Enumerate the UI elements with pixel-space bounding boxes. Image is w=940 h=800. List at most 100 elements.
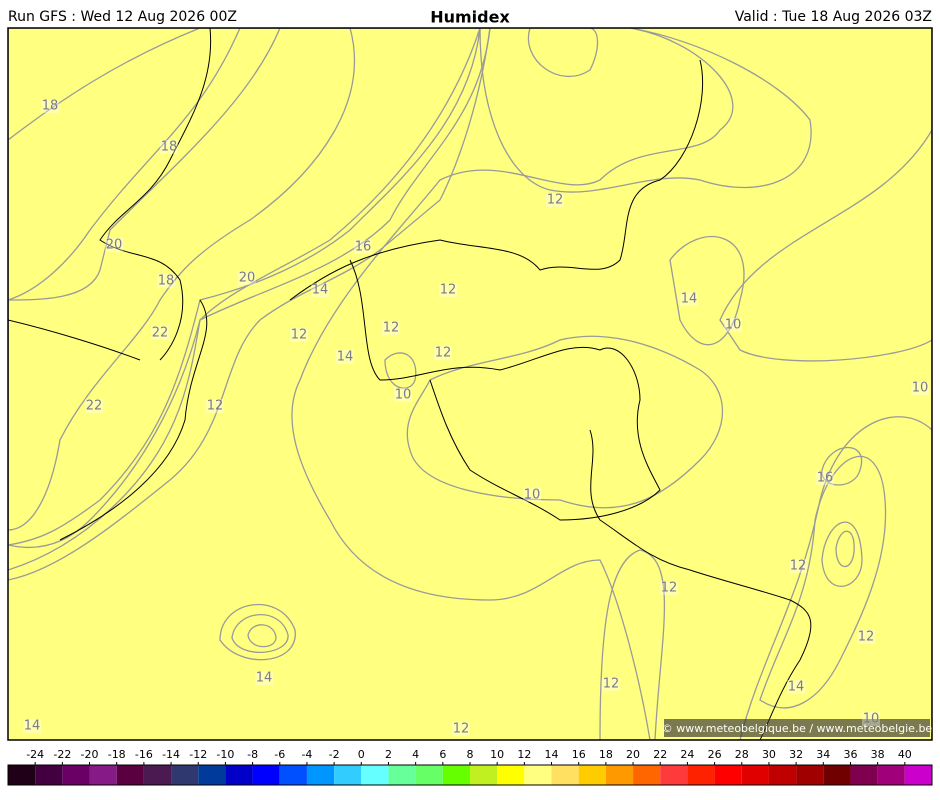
color-box	[823, 765, 851, 785]
tick-label: -20	[81, 748, 99, 761]
tick-label: -6	[274, 748, 285, 761]
color-box	[796, 765, 824, 785]
color-box	[524, 765, 552, 785]
contour-label: 12	[790, 559, 807, 574]
contour-label-bg	[41, 99, 59, 113]
contour-label-bg	[789, 559, 807, 573]
color-box	[361, 765, 389, 785]
color-box	[660, 765, 688, 785]
tick-label: -22	[53, 748, 71, 761]
contour-label: 10	[395, 388, 412, 403]
tick-label: 24	[680, 748, 694, 761]
color-bar-frame	[7, 764, 933, 786]
contour-label-bg	[434, 346, 452, 360]
contour-label-bg	[206, 399, 224, 413]
tick-label: -8	[247, 748, 258, 761]
contour-label-bg	[354, 240, 372, 254]
tick-label: -14	[162, 748, 180, 761]
contour-label-bg	[238, 271, 256, 285]
contour-label: 10	[524, 488, 541, 503]
color-box	[714, 765, 742, 785]
color-box	[415, 765, 443, 785]
contour-label: 22	[152, 326, 169, 341]
color-box	[8, 765, 36, 785]
contour-label: 16	[355, 240, 372, 255]
color-box	[116, 765, 144, 785]
contour-label-bg	[290, 328, 308, 342]
contour-label: 12	[207, 399, 224, 414]
contour-label-bg	[452, 722, 470, 736]
tick-label: 12	[517, 748, 531, 761]
tick-label: -4	[301, 748, 312, 761]
copyright-bg	[664, 719, 930, 737]
valid-info: Valid : Tue 18 Aug 2026 03Z	[735, 9, 932, 25]
contour-label: 20	[106, 238, 123, 253]
color-box	[470, 765, 498, 785]
run-info: Run GFS : Wed 12 Aug 2026 00Z	[8, 9, 237, 25]
tick-label: 8	[467, 748, 474, 761]
color-box	[442, 765, 470, 785]
contour-label-bg	[311, 283, 329, 297]
color-box	[171, 765, 199, 785]
color-box	[741, 765, 769, 785]
contour-label-bg	[546, 193, 564, 207]
contour-label-bg	[523, 488, 541, 502]
tick-label: 6	[439, 748, 446, 761]
tick-label: 16	[572, 748, 586, 761]
tick-label: 26	[708, 748, 722, 761]
map-title: Humidex	[430, 8, 510, 27]
tick-label: 38	[871, 748, 885, 761]
color-box	[904, 765, 932, 785]
contour-label: 12	[435, 346, 452, 361]
tick-label: 40	[898, 748, 912, 761]
contour-label: 20	[239, 271, 256, 286]
color-box	[768, 765, 797, 785]
color-box	[198, 765, 226, 785]
tick-label: 22	[653, 748, 667, 761]
tick-label: 4	[412, 748, 419, 761]
contour-label-bg	[23, 719, 41, 733]
map-frame	[7, 27, 933, 741]
color-box	[633, 765, 661, 785]
contour-label: 16	[817, 471, 834, 486]
contour-label: 14	[788, 680, 805, 695]
color-box	[252, 765, 280, 785]
color-box	[279, 765, 307, 785]
contour-label: 22	[86, 399, 103, 414]
contour-label-bg	[911, 381, 929, 395]
contour-label-bg	[160, 140, 178, 154]
contour-label-bg	[157, 274, 175, 288]
color-box	[388, 765, 416, 785]
tick-label: -10	[216, 748, 234, 761]
color-box	[551, 765, 579, 785]
color-box	[306, 765, 335, 785]
contour-label: 12	[453, 722, 470, 737]
contour-label-bg	[660, 581, 678, 595]
tick-label: 2	[385, 748, 392, 761]
contour-label: 12	[383, 321, 400, 336]
color-box	[89, 765, 117, 785]
tick-label: 20	[626, 748, 640, 761]
tick-label: 34	[816, 748, 830, 761]
contour-label: 10	[725, 318, 742, 333]
contour-label-bg	[382, 321, 400, 335]
contour-label: 14	[681, 292, 698, 307]
contour-label-bg	[787, 680, 805, 694]
color-box	[334, 765, 362, 785]
contour-label: 12	[858, 630, 875, 645]
tick-label: -2	[329, 748, 340, 761]
contour-label-bg	[394, 388, 412, 402]
contour-label-bg	[862, 712, 880, 726]
color-box	[62, 765, 90, 785]
contour-label: 18	[158, 274, 175, 289]
contour-label-bg	[724, 318, 742, 332]
contour-label: 12	[603, 677, 620, 692]
contour-label-bg	[602, 677, 620, 691]
color-box	[605, 765, 634, 785]
contour-label: 12	[440, 283, 457, 298]
contour-label-bg	[439, 283, 457, 297]
tick-label: -18	[108, 748, 126, 761]
color-box	[35, 765, 63, 785]
contour-label-bg	[105, 238, 123, 252]
